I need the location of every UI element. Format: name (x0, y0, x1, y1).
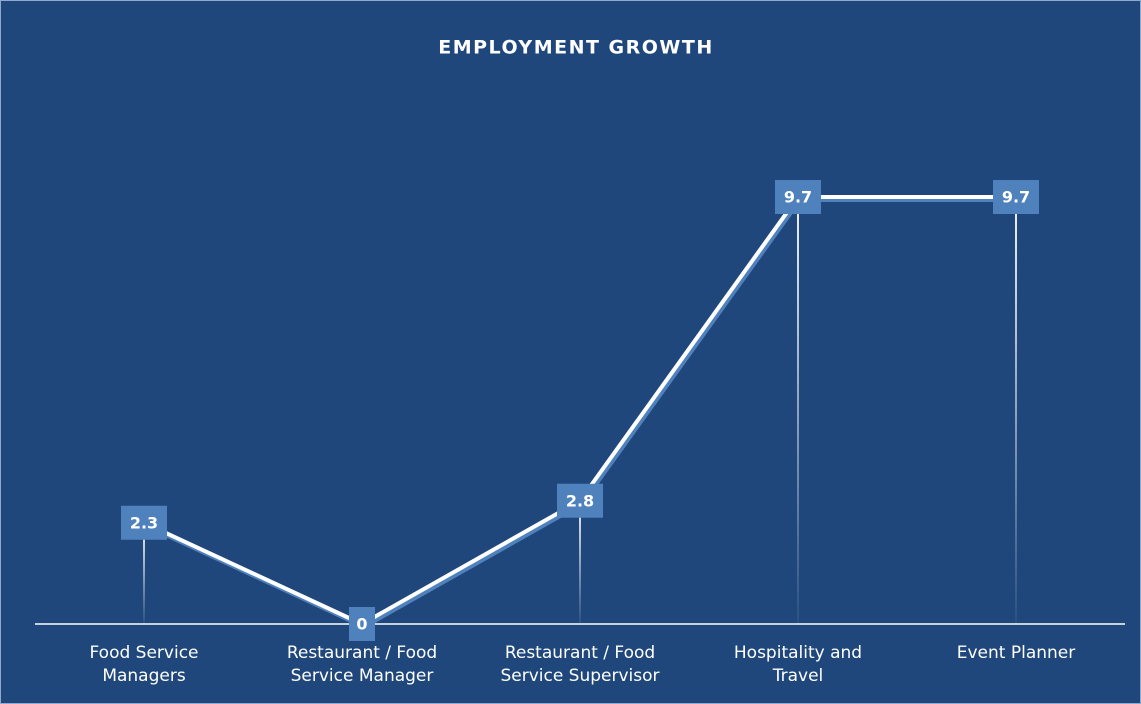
x-tick-label: Restaurant / Food Service Supervisor (500, 643, 660, 686)
drop-line (1015, 197, 1017, 624)
data-label-box (993, 180, 1039, 215)
data-label: 0 (356, 615, 367, 634)
data-label: 9.7 (1002, 188, 1030, 207)
drop-line (579, 500, 581, 624)
data-label: 9.7 (784, 188, 812, 207)
drop-line (143, 522, 145, 624)
x-tick-label: Food Service Managers (89, 643, 199, 686)
x-tick-label: Event Planner (956, 643, 1076, 663)
data-label: 2.8 (566, 491, 594, 510)
data-label: 2.3 (130, 513, 158, 532)
x-tick-label: Hospitality and Travel (733, 643, 863, 686)
data-label-box (121, 505, 167, 540)
data-label-box (557, 483, 603, 518)
drop-line (797, 197, 799, 624)
x-tick-label: Restaurant / Food Service Manager (286, 643, 438, 686)
chart-title: EMPLOYMENT GROWTH (438, 37, 714, 59)
data-label-box (775, 180, 821, 215)
data-label-box (349, 607, 375, 641)
